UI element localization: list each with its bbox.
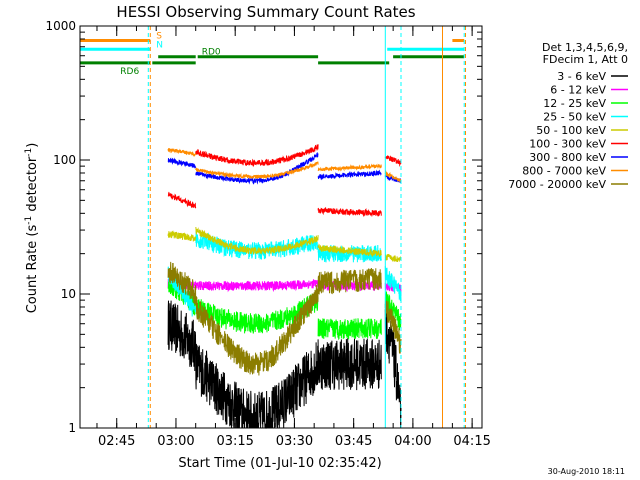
series-300-800-kev <box>167 151 402 185</box>
series-25-50-kev-segment-3 <box>317 244 382 263</box>
x-tick-label-0400: 04:00 <box>394 434 431 449</box>
series-7000-20000-kev-segment-1 <box>167 261 197 305</box>
series-6-12-kev-segment-2 <box>195 279 319 293</box>
flag-rd0: RD0 <box>158 48 465 59</box>
flag-rd6-label: RD6 <box>120 67 139 77</box>
series-3-6-kev-segment-3 <box>317 338 382 391</box>
flag-n: N <box>80 40 465 51</box>
x-tick-label-0315: 03:15 <box>216 434 253 449</box>
plot-frame: 1 10 100 1000 02:45 03:00 03:15 03:30 03:45 04:00… <box>45 19 490 449</box>
x-tick-label-0245: 02:45 <box>98 434 135 449</box>
plot-border <box>79 25 483 429</box>
flag-rd6: RD6 <box>80 61 390 77</box>
x-tick-label-0330: 03:30 <box>276 434 313 449</box>
series-25-50-kev-segment-4 <box>384 266 402 302</box>
flag-n-label: N <box>156 40 163 50</box>
series-50-100-kev <box>167 227 402 263</box>
series-3-6-kev-segment-2 <box>195 342 319 429</box>
footer-date: 30-Aug-2010 18:11 <box>548 467 625 476</box>
flag-s-label: S <box>156 32 162 42</box>
x-tick-label-0345: 03:45 <box>335 434 372 449</box>
legend-label-7000-20000-kev: 7000 - 20000 keV <box>508 178 606 191</box>
series-3-6-kev-segment-1 <box>167 300 197 372</box>
series-800-7000-kev-segment-3 <box>317 163 382 172</box>
legend-label-6-12-kev: 6 - 12 keV <box>550 84 606 97</box>
flag-bars: SN RD0 RD6 <box>80 32 465 77</box>
y-tick-label-1: 1 <box>68 421 76 435</box>
flag-rd0-label: RD0 <box>202 48 221 58</box>
legend-label-100-300-kev: 100 - 300 keV <box>529 138 606 151</box>
series-300-800-kev-segment-2 <box>195 151 319 185</box>
series-3-6-kev-segment-4 <box>384 304 402 429</box>
series-3-6-kev <box>167 300 402 429</box>
legend-header-2: FDecim 1, Att 0 <box>543 53 628 66</box>
legend: Det 1,3,4,5,6,9,FDecim 1, Att 0 3 - 6 keV… <box>508 41 628 191</box>
series-traces <box>167 144 402 429</box>
series-100-300-kev-segment-3 <box>317 207 382 218</box>
legend-label-800-7000-kev: 800 - 7000 keV <box>522 165 606 178</box>
series-300-800-kev-segment-3 <box>317 169 382 181</box>
series-50-100-kev-segment-2 <box>195 227 319 255</box>
series-800-7000-kev <box>167 148 402 183</box>
series-100-300-kev-segment-2 <box>195 144 319 168</box>
legend-label-50-100-kev: 50 - 100 keV <box>536 124 606 137</box>
legend-label-300-800-kev: 300 - 800 keV <box>529 151 606 164</box>
y-tick-label-10: 10 <box>61 287 76 301</box>
series-7000-20000-kev-segment-3 <box>317 267 382 295</box>
series-7000-20000-kev-segment-2 <box>195 284 319 376</box>
series-800-7000-kev-segment-1 <box>167 148 197 157</box>
series-12-25-kev-segment-3 <box>317 318 382 341</box>
series-7000-20000-kev-segment-4 <box>384 300 402 354</box>
series-300-800-kev-segment-1 <box>167 157 197 169</box>
x-axis-label: Start Time (01-Jul-10 02:35:42) <box>178 456 381 471</box>
legend-header-1: Det 1,3,4,5,6,9, <box>542 41 628 54</box>
legend-label-3-6-kev: 3 - 6 keV <box>557 70 606 83</box>
series-800-7000-kev-segment-4 <box>384 170 402 183</box>
series-100-300-kev-segment-1 <box>167 191 197 209</box>
series-50-100-kev-segment-4 <box>384 253 402 263</box>
y-axis-label: Count Rate (s-1 detector-1) <box>24 143 40 314</box>
series-12-25-kev-segment-2 <box>195 293 319 334</box>
series-50-100-kev-segment-1 <box>167 230 197 242</box>
series-7000-20000-kev <box>167 261 402 376</box>
y-tick-label-1000: 1000 <box>45 19 76 33</box>
y-tick-label-100: 100 <box>53 153 76 167</box>
legend-label-12-25-kev: 12 - 25 keV <box>543 97 606 110</box>
flag-s: S <box>80 32 465 42</box>
x-tick-label-0415: 04:15 <box>453 434 490 449</box>
legend-label-25-50-kev: 25 - 50 keV <box>543 111 606 124</box>
series-50-100-kev-segment-3 <box>317 243 382 257</box>
chart-title: HESSI Observing Summary Count Rates <box>116 3 415 21</box>
series-100-300-kev-segment-4 <box>384 155 402 167</box>
series-800-7000-kev-segment-2 <box>195 161 319 180</box>
x-tick-label-0300: 03:00 <box>157 434 194 449</box>
series-100-300-kev <box>167 144 402 218</box>
